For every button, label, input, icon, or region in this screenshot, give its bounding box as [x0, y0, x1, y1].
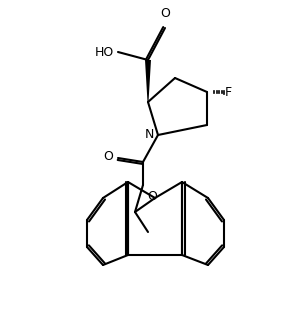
Text: O: O: [147, 190, 157, 203]
Text: F: F: [225, 85, 232, 98]
Text: HO: HO: [95, 46, 114, 58]
Text: O: O: [160, 7, 170, 20]
Polygon shape: [145, 60, 151, 102]
Text: N: N: [145, 128, 154, 142]
Text: O: O: [103, 150, 113, 163]
